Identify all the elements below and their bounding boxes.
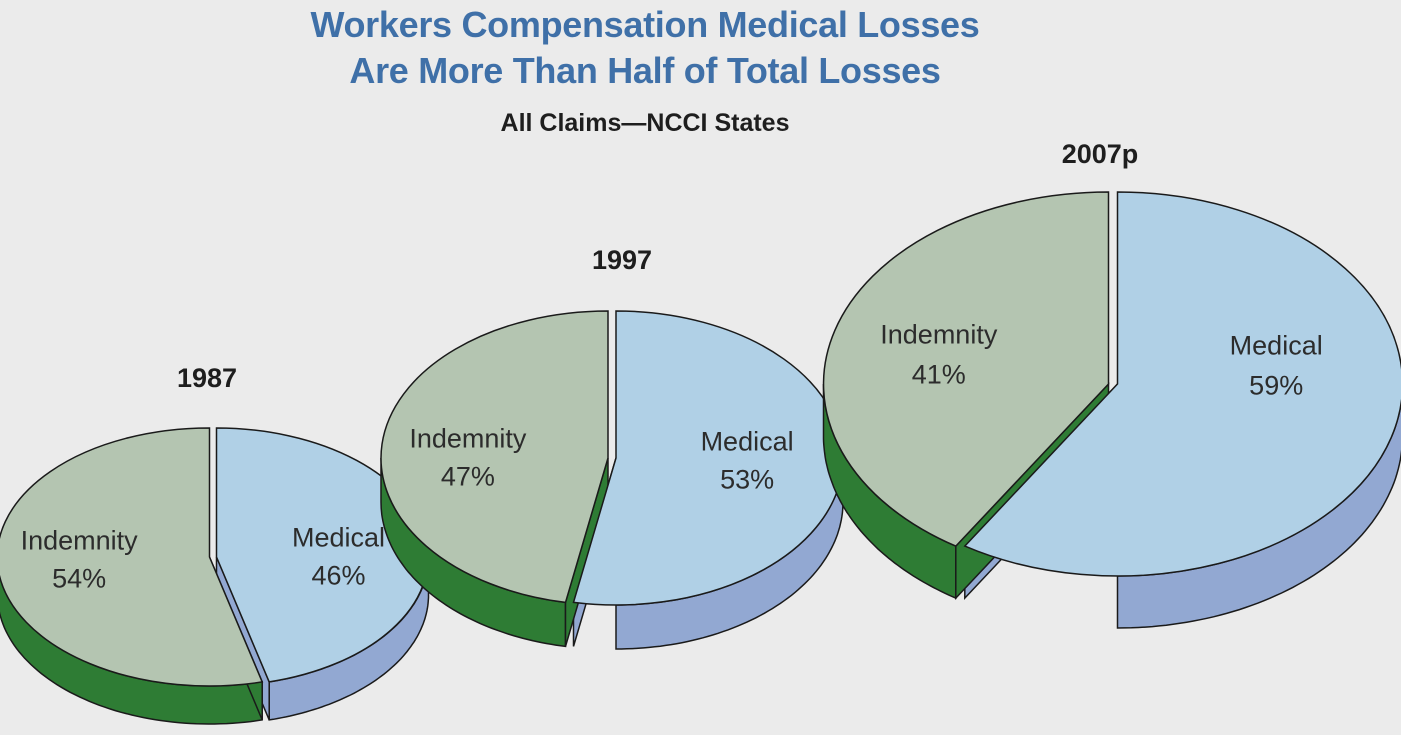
chart-title-line-2: Are More Than Half of Total Losses xyxy=(349,50,941,91)
pie-1: Indemnity 54% Medical 46% 1987 xyxy=(0,363,430,725)
chart-title: Workers Compensation Medical Losses Are … xyxy=(0,2,1290,94)
indemnity-percent: 47% xyxy=(441,462,495,492)
chart-subtitle: All Claims—NCCI States xyxy=(500,109,790,137)
indemnity-slice xyxy=(0,427,264,687)
medical-percent: 46% xyxy=(311,560,365,590)
pie-3: Indemnity 41% Medical 59% 2007p xyxy=(822,139,1401,629)
medical-percent: 53% xyxy=(720,464,774,494)
indemnity-slice xyxy=(380,310,609,604)
medical-label: Medical xyxy=(1230,330,1323,360)
indemnity-label: Indemnity xyxy=(880,320,998,350)
medical-percent: 59% xyxy=(1249,370,1303,400)
year-label: 2007p xyxy=(1062,139,1139,169)
pie-2: Indemnity 47% Medical 53% 1997 xyxy=(380,245,844,650)
year-label: 1997 xyxy=(592,245,652,275)
indemnity-percent: 54% xyxy=(52,564,106,594)
chart-title-line-1: Workers Compensation Medical Losses xyxy=(310,4,980,45)
indemnity-label: Indemnity xyxy=(409,424,527,454)
medical-slice xyxy=(963,191,1401,577)
medical-label: Medical xyxy=(292,522,385,552)
indemnity-slice xyxy=(822,191,1110,547)
indemnity-label: Indemnity xyxy=(21,526,139,556)
medical-label: Medical xyxy=(701,426,794,456)
year-label: 1987 xyxy=(177,363,237,393)
indemnity-percent: 41% xyxy=(912,360,966,390)
